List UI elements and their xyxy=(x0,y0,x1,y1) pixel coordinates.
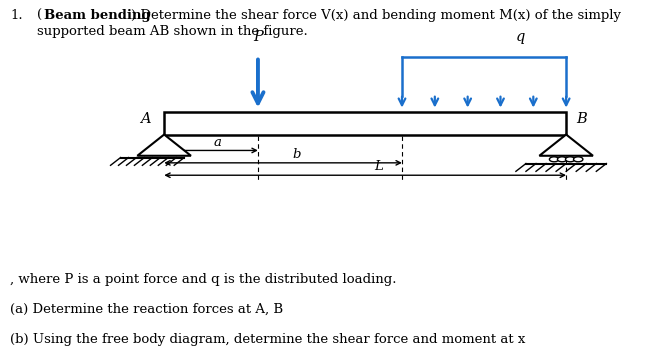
Polygon shape xyxy=(137,135,191,156)
Text: Beam bending: Beam bending xyxy=(44,9,150,22)
Text: (: ( xyxy=(37,9,42,22)
Text: L: L xyxy=(374,160,383,173)
Text: (b) Using the free body diagram, determine the shear force and moment at x: (b) Using the free body diagram, determi… xyxy=(10,333,525,346)
Circle shape xyxy=(557,157,567,162)
Circle shape xyxy=(565,157,575,162)
Text: B: B xyxy=(576,113,587,126)
Text: q: q xyxy=(515,30,525,44)
Circle shape xyxy=(574,157,583,162)
Polygon shape xyxy=(539,135,593,156)
Text: supported beam AB shown in the figure.: supported beam AB shown in the figure. xyxy=(37,25,308,38)
Text: 1.: 1. xyxy=(10,9,23,22)
Text: (a) Determine the reaction forces at A, B: (a) Determine the reaction forces at A, … xyxy=(10,303,283,316)
Text: a: a xyxy=(214,136,222,149)
Text: b: b xyxy=(292,148,301,161)
Text: P: P xyxy=(253,30,263,44)
Circle shape xyxy=(549,157,559,162)
Text: ) Determine the shear force V(x) and bending moment M(x) of the simply: ) Determine the shear force V(x) and ben… xyxy=(131,9,620,22)
Text: A: A xyxy=(140,113,151,126)
Bar xyxy=(164,112,566,135)
Text: , where P is a point force and q is the distributed loading.: , where P is a point force and q is the … xyxy=(10,273,397,286)
